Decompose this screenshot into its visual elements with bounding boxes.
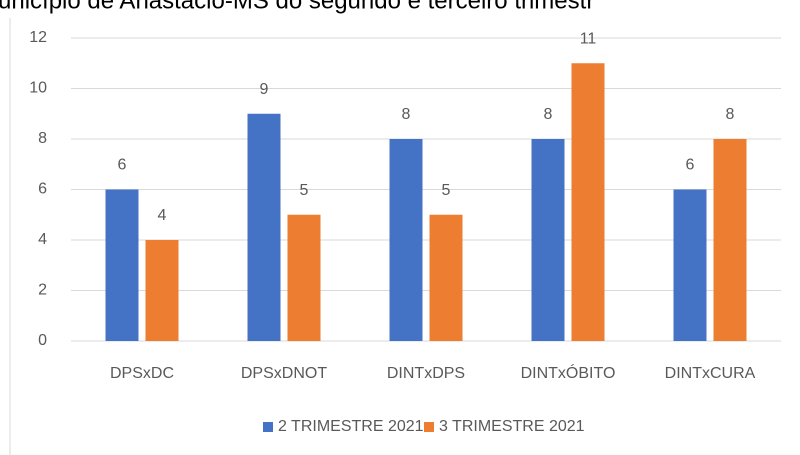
data-label: 5	[300, 182, 309, 199]
data-label: 11	[580, 30, 597, 47]
data-label: 8	[402, 106, 411, 123]
data-label: 6	[686, 157, 695, 174]
x-tick-label: DINTxÓBITO	[521, 363, 616, 382]
chart-title: unicípio de Anastácio-MS do segundo e te…	[0, 0, 594, 14]
y-tick-label: 10	[29, 80, 47, 97]
x-tick-label: DINTxCURA	[665, 365, 756, 382]
data-label: 6	[118, 157, 127, 174]
legend-label: 3 TRIMESTRE 2021	[439, 418, 585, 435]
x-tick-label: DPSxDNOT	[241, 365, 327, 382]
bar	[673, 189, 707, 341]
y-tick-label: 6	[38, 181, 47, 198]
y-tick-label: 12	[29, 29, 47, 46]
y-tick-label: 2	[38, 282, 47, 299]
x-tick-label: DPSxDC	[110, 365, 174, 382]
bar	[105, 189, 139, 341]
bar	[145, 240, 179, 341]
y-tick-label: 4	[38, 231, 47, 248]
data-label: 8	[726, 106, 735, 123]
x-tick-label: DINTxDPS	[387, 365, 465, 382]
data-label: 4	[158, 207, 167, 224]
y-tick-label: 8	[38, 130, 47, 147]
bar	[247, 113, 281, 341]
legend-label: 2 TRIMESTRE 2021	[278, 418, 424, 435]
data-label: 5	[442, 182, 451, 199]
legend-swatch	[263, 422, 273, 432]
data-label: 8	[544, 106, 553, 123]
y-tick-label: 0	[38, 332, 47, 349]
bar	[389, 139, 423, 341]
legend-swatch	[424, 422, 434, 432]
bar	[531, 139, 565, 341]
data-label: 9	[260, 81, 269, 98]
bar	[713, 139, 747, 341]
bar	[287, 214, 321, 341]
bar	[571, 63, 605, 341]
bar	[429, 214, 463, 341]
